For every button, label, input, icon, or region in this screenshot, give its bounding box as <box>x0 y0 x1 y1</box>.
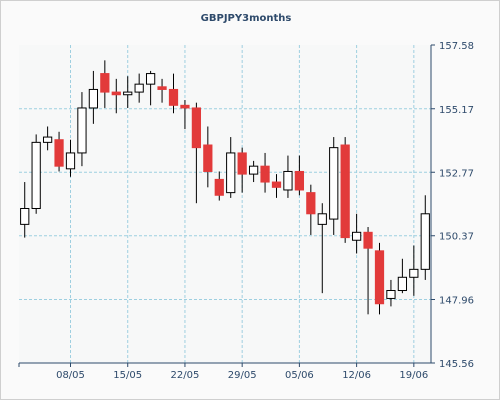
x-tick-label: 05/06 <box>285 370 314 381</box>
candle-body-up <box>31 141 41 209</box>
candle <box>42 126 53 151</box>
candle-body-down <box>294 170 305 191</box>
candle-body-down <box>271 181 282 188</box>
candle-body-up <box>226 152 236 194</box>
candle <box>306 184 316 235</box>
candle-body-up <box>397 276 408 292</box>
candle-body-down <box>260 165 270 183</box>
candle <box>420 195 430 280</box>
candle-body-up <box>386 290 396 299</box>
candle-body-down <box>157 86 167 90</box>
axes: 157.58 155.17 152.77 150.37 147.96 145.56 08/0… <box>18 41 474 381</box>
candle-body-up <box>329 147 339 220</box>
candle <box>260 152 270 193</box>
y-tick-label: 145.56 <box>439 359 474 370</box>
candle-body-up <box>283 170 293 191</box>
candle <box>77 92 87 167</box>
candle <box>65 139 76 177</box>
candle <box>180 100 190 130</box>
candle <box>191 102 202 204</box>
candle <box>157 78 167 103</box>
x-tick-label: 29/05 <box>228 370 257 381</box>
x-tick-label: 19/06 <box>399 370 428 381</box>
x-tick-label: 12/06 <box>342 370 371 381</box>
candle-body-down <box>214 178 224 196</box>
candle <box>386 279 396 307</box>
candle <box>397 258 408 294</box>
candle <box>123 76 133 108</box>
candle-body-up <box>42 136 53 143</box>
x-tick-label: 15/05 <box>113 370 142 381</box>
candle-body-down <box>237 152 247 175</box>
candle-body-down <box>203 144 213 172</box>
y-tick-label: 157.58 <box>439 41 474 52</box>
candle-body-up <box>88 88 99 109</box>
y-tick-label: 150.37 <box>439 232 474 243</box>
candle <box>374 242 385 315</box>
candle-body-up <box>145 73 156 85</box>
candle <box>248 160 259 183</box>
candle <box>329 137 339 235</box>
candle-body-down <box>363 231 373 249</box>
candle <box>168 73 179 114</box>
candle-body-down <box>54 139 64 167</box>
plot-area <box>19 45 431 363</box>
candle <box>294 155 305 196</box>
y-tick-label: 147.96 <box>439 296 474 307</box>
candle <box>317 203 327 294</box>
candle <box>271 174 282 198</box>
candle <box>237 147 247 193</box>
candle <box>214 171 224 201</box>
candle-body-up <box>409 268 419 278</box>
candle <box>145 70 156 106</box>
candle-body-down <box>306 192 316 215</box>
candle-body-up <box>317 213 327 225</box>
candle-body-up <box>123 91 133 96</box>
candle-body-down <box>168 88 179 106</box>
candle <box>111 78 121 114</box>
candle-body-up <box>77 107 87 154</box>
candle-body-up <box>65 152 76 170</box>
y-tick-label: 152.77 <box>439 168 474 179</box>
candle <box>283 155 293 198</box>
candle-body-down <box>340 144 350 239</box>
candle <box>226 137 236 198</box>
x-tick-label: 22/05 <box>171 370 200 381</box>
candle-body-up <box>134 83 144 93</box>
y-tick-label: 155.17 <box>439 105 474 116</box>
candle <box>363 227 373 315</box>
candle <box>31 134 41 214</box>
candle <box>203 126 213 188</box>
candle-body-up <box>20 207 30 225</box>
candle-body-down <box>180 104 190 109</box>
candle <box>134 73 144 103</box>
candle-body-down <box>111 91 121 96</box>
candles <box>20 60 430 315</box>
candle-body-up <box>248 165 259 175</box>
candle <box>88 70 99 124</box>
candle <box>340 137 350 243</box>
candle-body-up <box>351 231 362 241</box>
candle <box>409 245 419 296</box>
candle <box>351 213 362 254</box>
candle-body-down <box>374 250 385 305</box>
candle <box>20 182 30 238</box>
chart-title: GBPJPY3months <box>201 13 292 24</box>
grid <box>19 45 431 363</box>
candle <box>54 131 64 172</box>
candle-body-down <box>100 73 110 93</box>
candle-body-up <box>420 213 430 270</box>
x-tick-label: 08/05 <box>56 370 85 381</box>
candle-body-down <box>191 107 202 149</box>
candle <box>100 60 110 108</box>
